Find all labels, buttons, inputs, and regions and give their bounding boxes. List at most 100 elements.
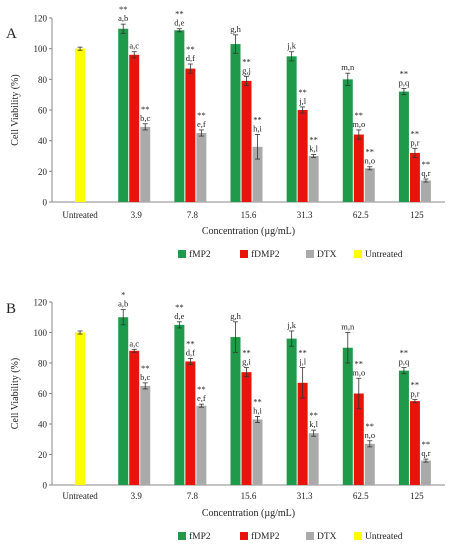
x-tick-label: 62.5 [353, 491, 369, 501]
y-tick-label: 120 [34, 298, 48, 308]
significance-label: p,q [399, 78, 410, 88]
legend-label-fdmp2: fDMP2 [251, 249, 280, 260]
significance-label: b,c [140, 372, 150, 382]
significance-label: ** [298, 348, 307, 358]
significance-label: ** [422, 439, 431, 449]
significance-label: ** [422, 159, 431, 169]
legend-swatch-dtx [306, 532, 314, 540]
bar-fmp2-125 [398, 370, 409, 485]
y-axis-title: Cell Viability (%) [10, 358, 21, 429]
panel-label: B [6, 301, 16, 317]
y-tick-label: 0 [43, 198, 48, 208]
bar-fmp2-125 [398, 91, 409, 202]
significance-label: ** [253, 396, 262, 406]
significance-label: ** [309, 410, 318, 420]
bar-dtx-125 [420, 460, 431, 485]
significance-label: ** [141, 363, 150, 373]
legend-swatch-fmp2 [178, 532, 186, 540]
bar-untreated-Untreated [75, 48, 86, 202]
bar-fmp2-15_6 [230, 337, 241, 485]
x-tick-label: 7.8 [187, 210, 199, 220]
bar-untreated-Untreated [75, 332, 86, 485]
significance-label: n,o [364, 156, 375, 166]
bar-fdmp2-3_9 [129, 54, 140, 202]
significance-label: m,o [352, 119, 365, 129]
significance-label: ** [400, 69, 409, 79]
significance-label: ** [186, 44, 195, 54]
bar-dtx-15_6 [252, 146, 263, 202]
significance-label: ** [197, 110, 206, 120]
significance-label: q,r [421, 448, 430, 458]
significance-label: p,r [410, 389, 419, 399]
significance-label: ** [355, 110, 364, 120]
bar-fmp2-62_5 [342, 79, 353, 202]
significance-label: d,f [186, 347, 195, 357]
significance-label: j,k [286, 320, 296, 330]
x-tick-label: Untreated [62, 491, 98, 501]
significance-label: ** [298, 87, 307, 97]
significance-label: b,c [140, 113, 150, 123]
significance-label: d,f [186, 53, 195, 63]
legend-label-untreated: Untreated [365, 250, 403, 260]
significance-label: ** [411, 380, 420, 390]
chart-panel-B: B 0 20 40 60 80 100 120 Cell Viability (%) Untrea… [6, 290, 445, 542]
x-tick-label: 15.6 [241, 491, 257, 501]
significance-label: d,e [174, 18, 184, 28]
bar-fdmp2-15_6 [241, 80, 252, 202]
significance-label: ** [175, 302, 184, 312]
significance-label: g,h [230, 24, 241, 34]
legend-swatch-fdmp2 [240, 250, 248, 258]
significance-label: e,f [197, 119, 206, 129]
legend-label-dtx: DTX [317, 532, 337, 542]
bar-fdmp2-31_3 [297, 382, 308, 485]
bar-fdmp2-31_3 [297, 110, 308, 202]
bar-dtx-62_5 [364, 443, 375, 485]
significance-label: * [121, 290, 125, 300]
legend-label-fmp2: fMP2 [189, 249, 211, 260]
bar-fmp2-31_3 [286, 56, 297, 203]
bar-fmp2-3_9 [118, 28, 129, 202]
y-tick-label: 60 [38, 389, 48, 399]
x-axis-title: Concentration (µg/mL) [202, 508, 295, 519]
y-tick-label: 100 [34, 328, 48, 338]
bar-fmp2-31_3 [286, 338, 297, 485]
significance-label: h,i [253, 124, 262, 134]
legend-swatch-fmp2 [178, 250, 186, 258]
bar-fdmp2-62_5 [353, 134, 364, 202]
bar-fmp2-15_6 [230, 44, 241, 202]
bar-dtx-15_6 [252, 419, 263, 485]
bar-fmp2-62_5 [342, 347, 353, 485]
bar-fdmp2-7_8 [185, 361, 196, 485]
bar-dtx-62_5 [364, 168, 375, 202]
significance-label: j,l [298, 357, 306, 367]
bar-dtx-7_8 [196, 133, 207, 202]
x-tick-label: 31.3 [297, 210, 313, 220]
legend-label-fdmp2: fDMP2 [251, 531, 280, 542]
bar-fdmp2-62_5 [353, 393, 364, 485]
significance-label: k,l [309, 419, 318, 429]
significance-label: m,n [341, 62, 355, 72]
x-tick-label: 125 [410, 210, 424, 220]
significance-label: m,n [341, 322, 355, 332]
panel-label: A [6, 26, 17, 42]
x-tick-label: 3.9 [131, 210, 143, 220]
significance-label: ** [242, 348, 251, 358]
legend-label-fmp2: fMP2 [189, 531, 211, 542]
significance-label: p,r [410, 137, 419, 147]
x-tick-label: Untreated [62, 210, 98, 220]
significance-label: ** [197, 384, 206, 394]
legend-swatch-untreated [354, 532, 362, 540]
significance-label: ** [119, 4, 128, 14]
significance-label: k,l [309, 143, 318, 153]
bar-fdmp2-3_9 [129, 350, 140, 485]
bar-dtx-31_3 [308, 433, 319, 485]
significance-label: ** [355, 358, 364, 368]
bar-dtx-31_3 [308, 156, 319, 202]
bar-fdmp2-125 [409, 401, 420, 485]
significance-label: ** [175, 9, 184, 19]
x-axis-title: Concentration (µg/mL) [202, 226, 295, 237]
y-tick-label: 20 [38, 450, 48, 460]
y-tick-label: 80 [38, 75, 48, 85]
significance-label: g,h [230, 311, 241, 321]
legend-swatch-fdmp2 [240, 532, 248, 540]
